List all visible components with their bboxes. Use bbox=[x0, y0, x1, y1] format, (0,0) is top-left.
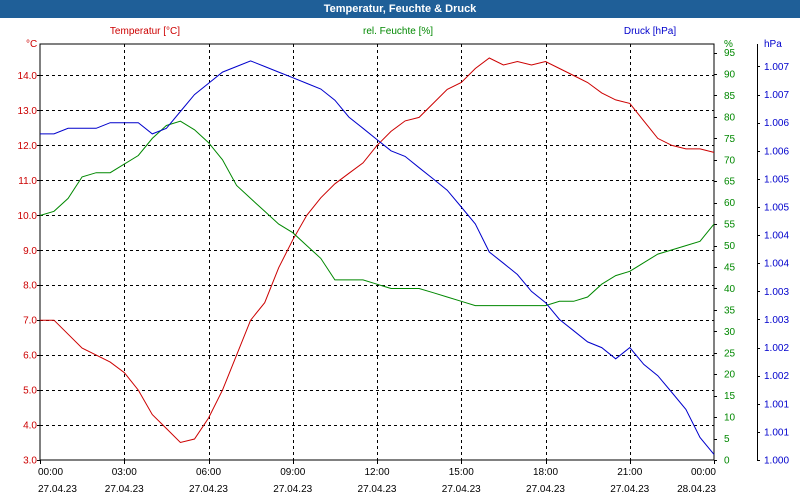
right-axis-tick-label: 1.005 bbox=[764, 203, 789, 214]
left-axis-unit: °C bbox=[26, 39, 37, 50]
left-axis-tick-label: 10.0 bbox=[18, 211, 38, 222]
x-axis-date-label: 28.04.23 bbox=[677, 484, 716, 495]
mid-axis-tick-label: 5 bbox=[724, 434, 730, 445]
series-line-pressure bbox=[40, 60, 715, 455]
x-axis-time-label: 09:00 bbox=[280, 467, 305, 478]
mid-axis-tick-label: 90 bbox=[724, 70, 736, 81]
left-axis-tick-label: 9.0 bbox=[23, 246, 37, 257]
left-axis-tick-label: 8.0 bbox=[23, 281, 37, 292]
right-axis-tick-label: 1.000 bbox=[764, 456, 789, 467]
right-axis-tick-label: 1.001 bbox=[764, 427, 789, 438]
mid-axis-tick-label: 25 bbox=[724, 348, 736, 359]
chart-canvas: 3.0 4.0 5.0 6.0 7.0 8.0 9.0 10.0 11.0 12.0 13.0 14.… bbox=[18, 26, 790, 495]
mid-axis-tick-label: 20 bbox=[724, 370, 736, 381]
x-axis-date-label: 27.04.23 bbox=[189, 484, 228, 495]
mid-axis-tick-label: 50 bbox=[724, 241, 736, 252]
mid-axis-tick-label: 55 bbox=[724, 220, 736, 231]
right-axis-tick-label: 1.003 bbox=[764, 315, 789, 326]
left-axis-tick-label: 6.0 bbox=[23, 351, 37, 362]
mid-axis-tick-label: 80 bbox=[724, 112, 736, 123]
mid-axis-tick-label: 10 bbox=[724, 413, 736, 424]
legend: Temperatur [°C] rel. Feuchte [%] Druck [hP… bbox=[110, 26, 676, 37]
x-axis-time-label: 06:00 bbox=[196, 467, 221, 478]
mid-axis-tick-label: 0 bbox=[724, 456, 730, 467]
x-axis-date-label: 27.04.23 bbox=[442, 484, 481, 495]
left-axis-tick-label: 3.0 bbox=[23, 456, 37, 467]
right-axis-tick-label: 1.004 bbox=[764, 259, 789, 270]
left-axis-tick-label: 5.0 bbox=[23, 386, 37, 397]
left-axis-tick-label: 7.0 bbox=[23, 316, 37, 327]
left-axis-tick-label: 13.0 bbox=[18, 106, 38, 117]
left-axis-temperature: 3.0 4.0 5.0 6.0 7.0 8.0 9.0 10.0 11.0 12.0 13.0 14.… bbox=[18, 39, 40, 467]
right-axis-tick-label: 1.004 bbox=[764, 231, 789, 242]
mid-axis-tick-label: 40 bbox=[724, 284, 736, 295]
right-axis-tick-label: 1.003 bbox=[764, 287, 789, 298]
right-axis-tick-label: 1.002 bbox=[764, 343, 789, 354]
legend-item-humidity: rel. Feuchte [%] bbox=[363, 26, 433, 37]
series-line-humidity bbox=[39, 120, 715, 307]
x-axis-time-label: 00:00 bbox=[691, 467, 716, 478]
left-axis-tick-label: 14.0 bbox=[18, 71, 38, 82]
x-axis-time-label: 18:00 bbox=[533, 467, 558, 478]
mid-axis-unit: % bbox=[724, 39, 733, 50]
right-axis-tick-label: 1.005 bbox=[764, 174, 789, 185]
left-axis-tick-label: 12.0 bbox=[18, 141, 38, 152]
chart-title: Temperatur, Feuchte & Druck bbox=[323, 3, 477, 15]
x-axis-date-label: 27.04.23 bbox=[105, 484, 144, 495]
mid-axis-tick-label: 30 bbox=[724, 327, 736, 338]
right-axis-unit: hPa bbox=[764, 39, 782, 50]
mid-axis-tick-label: 95 bbox=[724, 48, 736, 59]
window-title-bar: Temperatur, Feuchte & Druck bbox=[0, 0, 800, 18]
right-axis-tick-label: 1.006 bbox=[764, 118, 789, 129]
right-axis-tick-label: 1.007 bbox=[764, 62, 789, 73]
legend-item-temperature: Temperatur [°C] bbox=[110, 26, 180, 37]
x-axis-date-label: 27.04.23 bbox=[526, 484, 565, 495]
x-axis-date-label: 27.04.23 bbox=[610, 484, 649, 495]
x-axis-time: 00:00 27.04.23 03:00 27.04.23 06:00 27.04.23 0… bbox=[38, 460, 716, 495]
right-axis-tick-label: 1.002 bbox=[764, 371, 789, 382]
x-axis-time-label: 03:00 bbox=[112, 467, 137, 478]
right-axis-tick-label: 1.006 bbox=[764, 146, 789, 157]
x-axis-date-label: 27.04.23 bbox=[358, 484, 397, 495]
right-axis-tick-label: 1.001 bbox=[764, 399, 789, 410]
mid-axis-tick-label: 65 bbox=[724, 177, 736, 188]
mid-axis-tick-label: 70 bbox=[724, 155, 736, 166]
left-axis-tick-label: 11.0 bbox=[18, 176, 37, 187]
x-axis-time-label: 21:00 bbox=[617, 467, 642, 478]
mid-axis-tick-label: 85 bbox=[724, 91, 736, 102]
x-axis-date-label: 27.04.23 bbox=[273, 484, 312, 495]
x-axis-date-label: 27.04.23 bbox=[38, 484, 77, 495]
mid-axis-tick-label: 75 bbox=[724, 134, 736, 145]
x-axis-time-label: 00:00 bbox=[38, 467, 63, 478]
mid-axis-tick-label: 45 bbox=[724, 263, 736, 274]
right-axis-tick-label: 1.007 bbox=[764, 90, 789, 101]
mid-axis-tick-label: 15 bbox=[724, 391, 736, 402]
x-axis-time-label: 15:00 bbox=[449, 467, 474, 478]
x-axis-time-label: 12:00 bbox=[364, 467, 389, 478]
mid-axis-tick-label: 35 bbox=[724, 305, 736, 316]
left-axis-tick-label: 4.0 bbox=[23, 421, 37, 432]
mid-axis-tick-label: 60 bbox=[724, 198, 736, 209]
series-line-temperature bbox=[40, 57, 715, 444]
legend-item-pressure: Druck [hPa] bbox=[624, 26, 676, 37]
series-lines bbox=[39, 57, 715, 455]
mid-axis-humidity: 0 5 10 15 20 25 30 35 40 45 50 55 60 65 70 75 80 85 90 95% bbox=[714, 39, 736, 467]
grid-lines bbox=[40, 44, 714, 460]
right-axis-pressure: 1.000 1.001 1.001 1.002 1.002 1.003 1.003 1.004… bbox=[757, 39, 789, 467]
